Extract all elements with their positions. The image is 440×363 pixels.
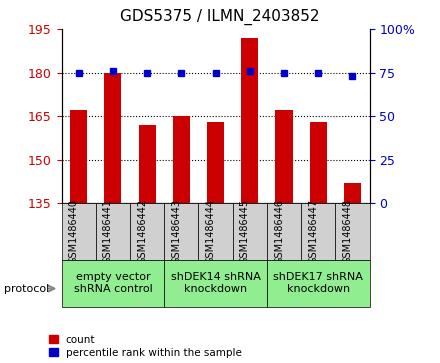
- Text: GSM1486441: GSM1486441: [103, 199, 113, 264]
- FancyBboxPatch shape: [130, 203, 164, 260]
- Text: GSM1486444: GSM1486444: [205, 199, 216, 264]
- Legend: count, percentile rank within the sample: count, percentile rank within the sample: [49, 335, 242, 358]
- Bar: [173, 116, 190, 203]
- Bar: [207, 122, 224, 203]
- Text: GDS5375 / ILMN_2403852: GDS5375 / ILMN_2403852: [120, 9, 320, 25]
- Text: GSM1486448: GSM1486448: [342, 199, 352, 264]
- Bar: [241, 38, 258, 203]
- Text: GSM1486440: GSM1486440: [69, 199, 79, 264]
- FancyBboxPatch shape: [62, 203, 96, 260]
- Bar: [310, 122, 327, 203]
- FancyBboxPatch shape: [62, 260, 164, 307]
- Text: GSM1486446: GSM1486446: [274, 199, 284, 264]
- Bar: [344, 183, 361, 203]
- Text: GSM1486443: GSM1486443: [171, 199, 181, 264]
- FancyBboxPatch shape: [96, 203, 130, 260]
- Text: shDEK14 shRNA
knockdown: shDEK14 shRNA knockdown: [171, 272, 260, 294]
- Text: shDEK17 shRNA
knockdown: shDEK17 shRNA knockdown: [273, 272, 363, 294]
- FancyBboxPatch shape: [267, 203, 301, 260]
- FancyBboxPatch shape: [301, 203, 335, 260]
- Text: GSM1486447: GSM1486447: [308, 199, 318, 264]
- Bar: [104, 73, 121, 203]
- FancyBboxPatch shape: [233, 203, 267, 260]
- Bar: [70, 110, 87, 203]
- FancyBboxPatch shape: [335, 203, 370, 260]
- FancyBboxPatch shape: [164, 260, 267, 307]
- Text: protocol: protocol: [4, 284, 50, 294]
- FancyBboxPatch shape: [198, 203, 233, 260]
- Text: GSM1486445: GSM1486445: [240, 199, 250, 264]
- FancyBboxPatch shape: [164, 203, 198, 260]
- Bar: [139, 125, 156, 203]
- Text: GSM1486442: GSM1486442: [137, 199, 147, 264]
- Text: empty vector
shRNA control: empty vector shRNA control: [73, 272, 152, 294]
- FancyBboxPatch shape: [267, 260, 370, 307]
- Bar: [275, 110, 293, 203]
